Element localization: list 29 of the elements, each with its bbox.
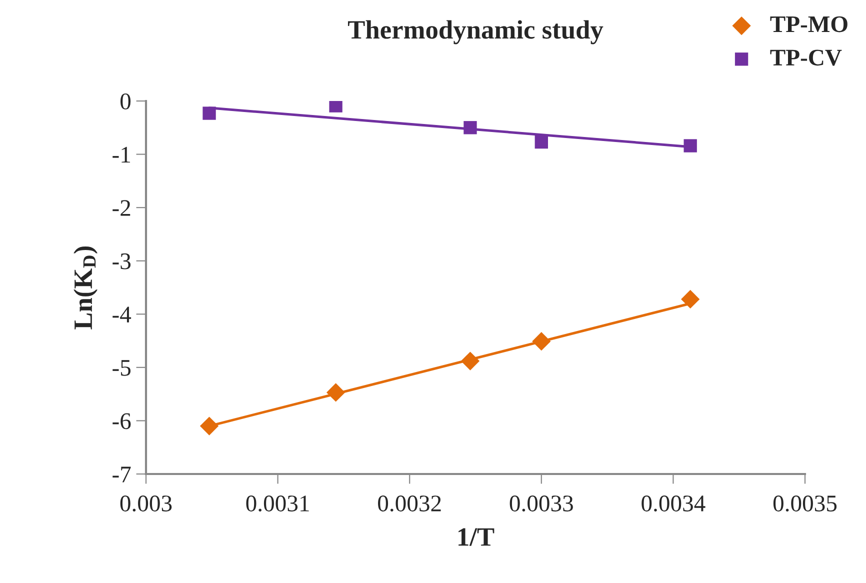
point bbox=[681, 290, 700, 309]
y-tick-label: -5 bbox=[112, 360, 130, 376]
point bbox=[329, 101, 342, 112]
y-tick-label: -4 bbox=[112, 306, 132, 322]
point bbox=[200, 416, 219, 436]
point bbox=[532, 332, 551, 351]
point bbox=[464, 121, 477, 134]
legend-label: TP-MO bbox=[770, 16, 848, 32]
legend-label: TP-CV bbox=[770, 50, 842, 66]
y-tick-label: -3 bbox=[112, 253, 130, 270]
chart-title: Thermodynamic study bbox=[348, 20, 604, 44]
y-axis-title: Ln(K$_{D}$) bbox=[74, 246, 98, 330]
point bbox=[202, 106, 216, 120]
y-tick-label: -6 bbox=[112, 413, 131, 430]
y-tick-label: -7 bbox=[112, 466, 131, 482]
x-tick-label: 0.003 bbox=[120, 496, 172, 512]
y-tick-label: 0 bbox=[120, 93, 131, 110]
x-tick-label: 0.0033 bbox=[510, 496, 573, 512]
point bbox=[460, 352, 480, 370]
point bbox=[326, 383, 346, 402]
point bbox=[684, 139, 697, 152]
x-tick-label: 0.0031 bbox=[246, 496, 309, 512]
x-axis-title: 1/T bbox=[458, 528, 494, 546]
x-tick-label: 0.0035 bbox=[773, 496, 837, 512]
x-tick-label: 0.0034 bbox=[642, 496, 706, 512]
x-tick-label: 0.0032 bbox=[378, 496, 441, 512]
point bbox=[534, 135, 548, 149]
y-tick-label: -2 bbox=[112, 200, 130, 216]
y-tick-label: -1 bbox=[112, 146, 130, 162]
